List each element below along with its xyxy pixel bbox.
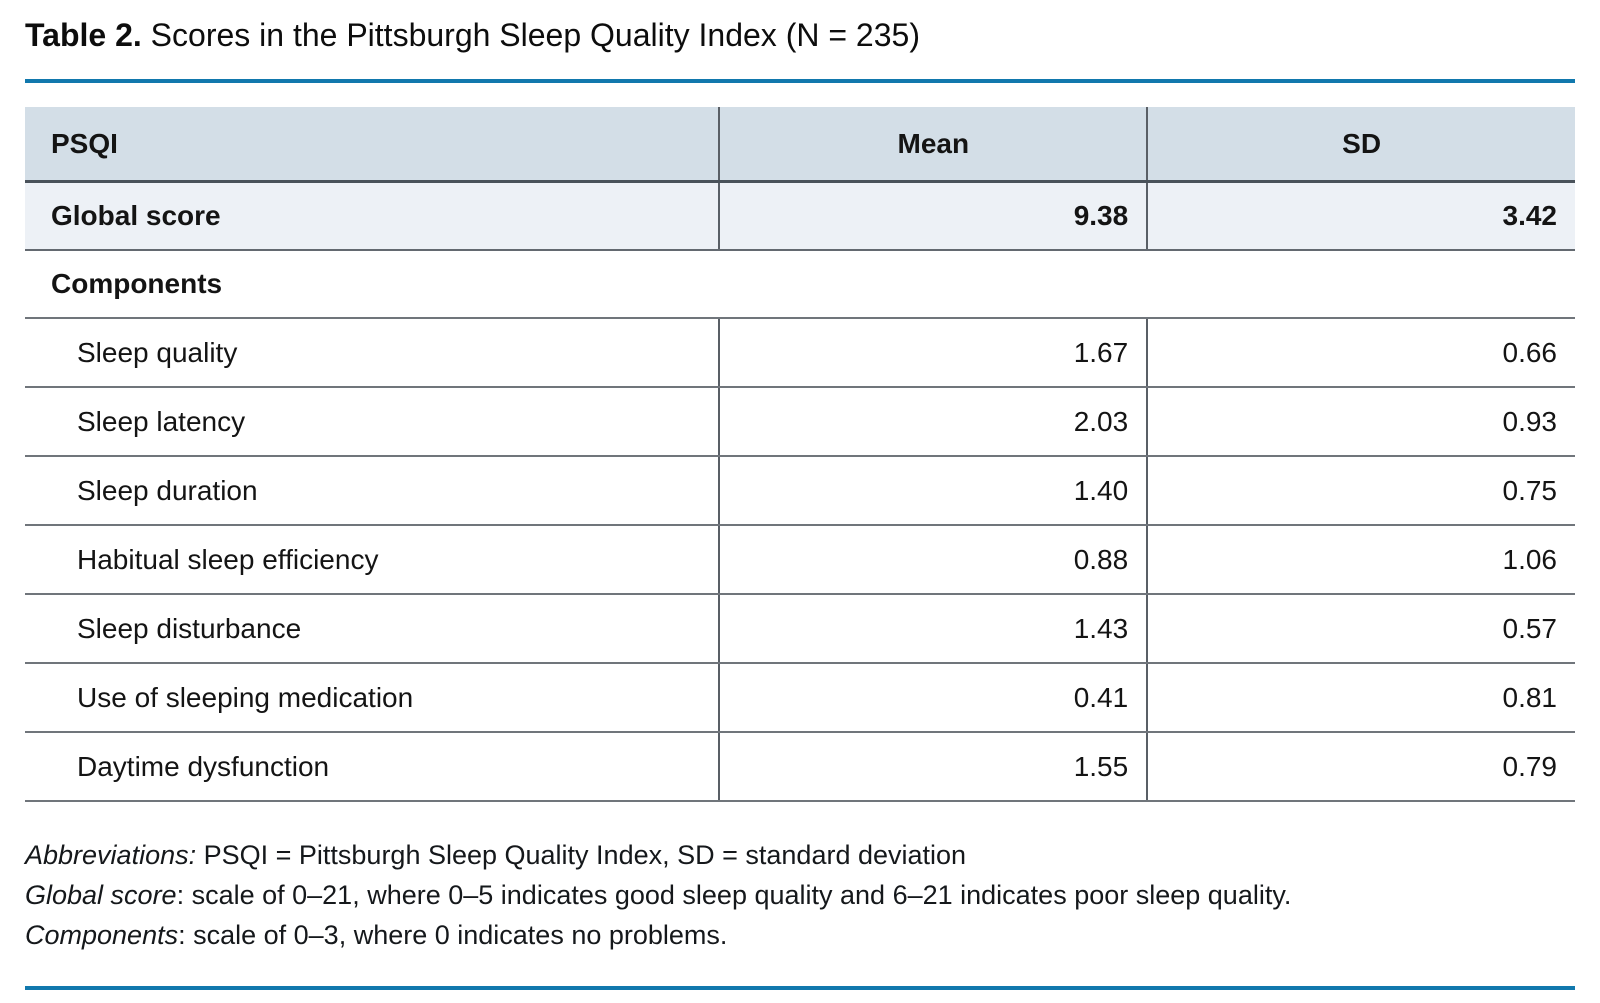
cell-sd: 0.75: [1146, 456, 1575, 526]
section-label: Components: [25, 250, 1575, 319]
cell-mean: 1.55: [718, 732, 1148, 802]
component-row: Use of sleeping medication 0.41 0.81: [25, 663, 1575, 733]
bottom-accent-rule: [25, 986, 1575, 990]
column-header-sd: SD: [1146, 107, 1575, 183]
cell-mean: 1.40: [718, 456, 1148, 526]
footnote-global-score: Global score: scale of 0–21, where 0–5 i…: [25, 875, 1575, 915]
row-label: Sleep disturbance: [25, 594, 720, 664]
footnote-components: Components: scale of 0–3, where 0 indica…: [25, 915, 1575, 955]
row-label: Daytime dysfunction: [25, 732, 720, 802]
cell-mean: 0.88: [718, 525, 1148, 595]
footnote-text: : scale of 0–3, where 0 indicates no pro…: [178, 920, 728, 950]
components-section-row: Components: [25, 250, 1575, 319]
cell-mean: 1.67: [718, 318, 1148, 388]
footnote-term: Components: [25, 920, 179, 950]
component-row: Sleep latency 2.03 0.93: [25, 387, 1575, 457]
cell-sd: 0.79: [1146, 732, 1575, 802]
row-label: Habitual sleep efficiency: [25, 525, 720, 595]
cell-mean: 0.41: [718, 663, 1148, 733]
cell-sd: 0.57: [1146, 594, 1575, 664]
footnote-text: : scale of 0–21, where 0–5 indicates goo…: [176, 880, 1292, 910]
column-header-mean: Mean: [718, 107, 1148, 183]
cell-sd: 0.93: [1146, 387, 1575, 457]
table-caption: Table 2. Scores in the Pittsburgh Sleep …: [25, 0, 1575, 54]
footnote-term: Abbreviations:: [25, 840, 197, 870]
row-label: Sleep latency: [25, 387, 720, 457]
cell-mean: 2.03: [718, 387, 1148, 457]
table-caption-number: Table 2.: [25, 17, 142, 53]
footnotes: Abbreviations: PSQI = Pittsburgh Sleep Q…: [25, 835, 1575, 955]
top-accent-rule: [25, 79, 1575, 83]
row-label: Sleep duration: [25, 456, 720, 526]
cell-mean: 9.38: [718, 181, 1148, 251]
row-label: Sleep quality: [25, 318, 720, 388]
global-score-row: Global score 9.38 3.42: [25, 181, 1575, 251]
cell-sd: 0.66: [1146, 318, 1575, 388]
cell-sd: 0.81: [1146, 663, 1575, 733]
row-label: Use of sleeping medication: [25, 663, 720, 733]
footnote-abbreviations: Abbreviations: PSQI = Pittsburgh Sleep Q…: [25, 835, 1575, 875]
component-row: Habitual sleep efficiency 0.88 1.06: [25, 525, 1575, 595]
table-caption-text: Scores in the Pittsburgh Sleep Quality I…: [141, 17, 920, 53]
cell-sd: 1.06: [1146, 525, 1575, 595]
footnote-text: PSQI = Pittsburgh Sleep Quality Index, S…: [196, 840, 967, 870]
footnote-term: Global score: [25, 880, 177, 910]
component-row: Sleep disturbance 1.43 0.57: [25, 594, 1575, 664]
column-header-psqi: PSQI: [25, 107, 720, 183]
cell-sd: 3.42: [1146, 181, 1575, 251]
table-header-row: PSQI Mean SD: [25, 107, 1575, 183]
psqi-table: PSQI Mean SD Global score 9.38 3.42 Comp…: [25, 107, 1575, 802]
row-label: Global score: [25, 181, 720, 251]
component-row: Sleep quality 1.67 0.66: [25, 318, 1575, 388]
component-row: Sleep duration 1.40 0.75: [25, 456, 1575, 526]
cell-mean: 1.43: [718, 594, 1148, 664]
component-row: Daytime dysfunction 1.55 0.79: [25, 732, 1575, 802]
